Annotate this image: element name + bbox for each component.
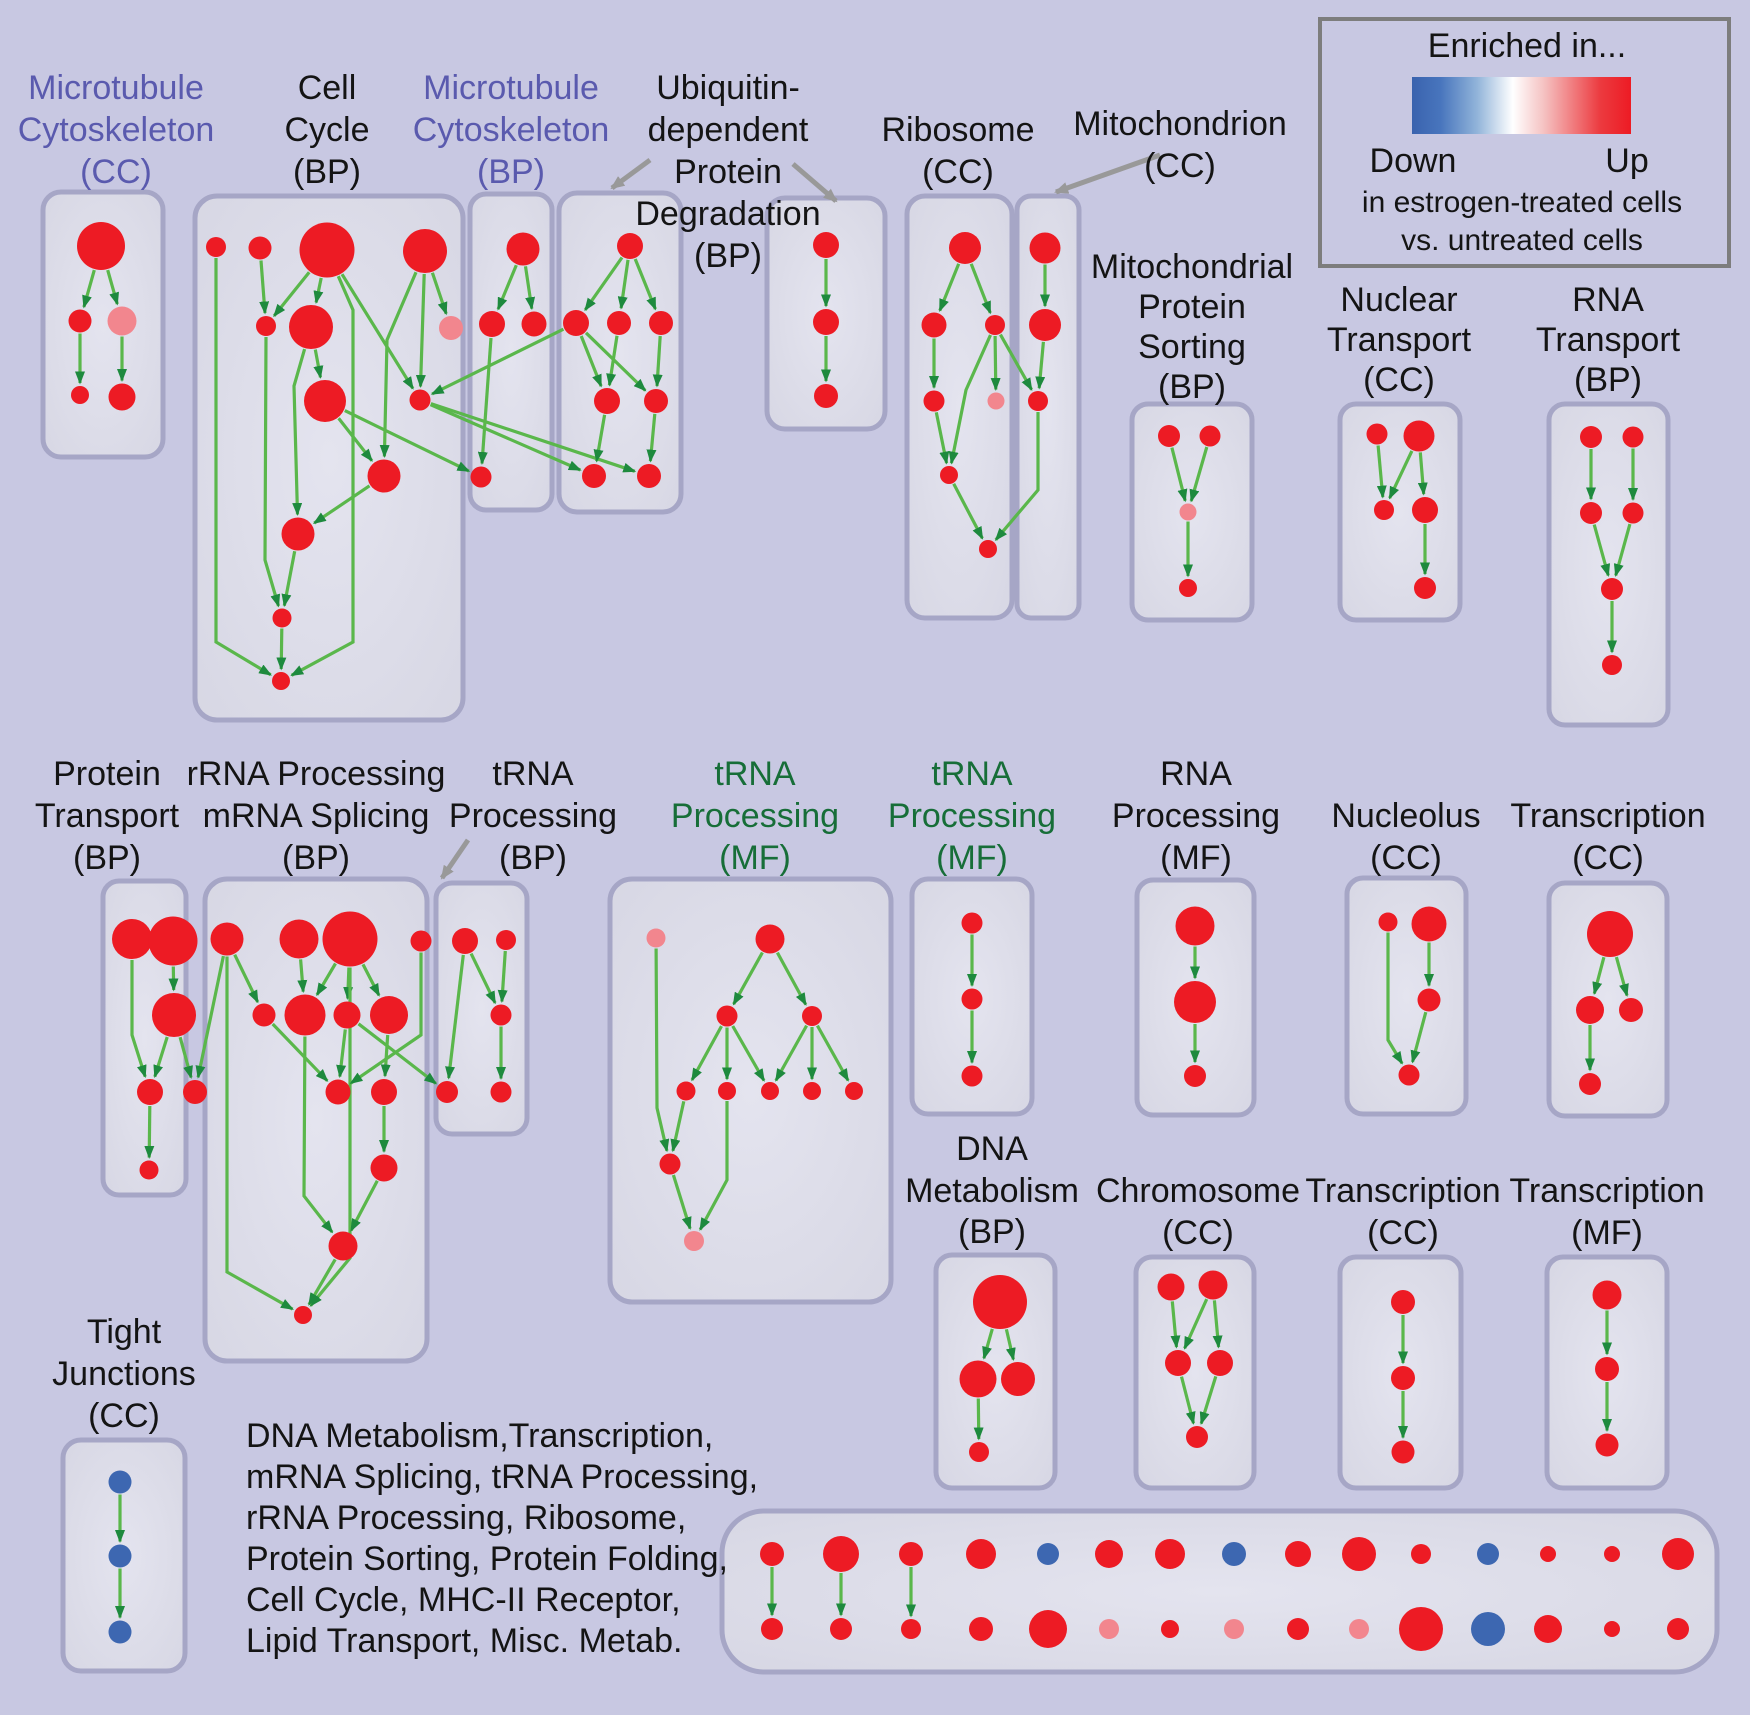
svg-text:Cell: Cell [298, 69, 357, 107]
svg-text:(BP): (BP) [1158, 368, 1226, 406]
svg-text:Chromosome: Chromosome [1096, 1172, 1300, 1210]
svg-text:(CC): (CC) [1363, 361, 1435, 399]
svg-text:Protein Sorting, Protein Foldi: Protein Sorting, Protein Folding, [246, 1540, 728, 1578]
svg-text:Processing: Processing [888, 797, 1056, 835]
svg-text:Protein: Protein [1138, 288, 1246, 326]
svg-text:Ribosome: Ribosome [881, 111, 1034, 149]
svg-text:Transcription: Transcription [1509, 1172, 1704, 1210]
svg-text:RNA: RNA [1572, 281, 1644, 319]
svg-text:rRNA Processing: rRNA Processing [187, 755, 446, 793]
svg-text:tRNA: tRNA [492, 755, 574, 793]
svg-text:Junctions: Junctions [52, 1355, 196, 1393]
svg-text:RNA: RNA [1160, 755, 1232, 793]
svg-text:Degradation: Degradation [635, 195, 820, 233]
svg-text:(BP): (BP) [282, 839, 350, 877]
svg-text:Transcription: Transcription [1510, 797, 1705, 835]
svg-text:(BP): (BP) [694, 237, 762, 275]
svg-text:Cytoskeleton: Cytoskeleton [18, 111, 215, 149]
svg-text:(BP): (BP) [958, 1213, 1026, 1251]
svg-text:(CC): (CC) [1367, 1214, 1439, 1252]
svg-text:tRNA: tRNA [931, 755, 1013, 793]
svg-text:(CC): (CC) [922, 153, 994, 191]
svg-text:Tight: Tight [87, 1313, 162, 1351]
svg-text:Transcription: Transcription [1305, 1172, 1500, 1210]
svg-text:(BP): (BP) [293, 153, 361, 191]
svg-text:(CC): (CC) [1162, 1214, 1234, 1252]
svg-text:Cytoskeleton: Cytoskeleton [413, 111, 610, 149]
svg-text:Mitochondrial: Mitochondrial [1091, 248, 1293, 286]
svg-text:(MF): (MF) [1571, 1214, 1643, 1252]
svg-text:(CC): (CC) [88, 1397, 160, 1435]
svg-text:(MF): (MF) [719, 839, 791, 877]
svg-text:Mitochondrion: Mitochondrion [1073, 105, 1287, 143]
svg-text:Transport: Transport [1327, 321, 1472, 359]
svg-text:Up: Up [1605, 142, 1648, 180]
svg-text:(BP): (BP) [499, 839, 567, 877]
svg-text:Metabolism: Metabolism [905, 1172, 1079, 1210]
svg-text:(CC): (CC) [80, 153, 152, 191]
svg-text:Down: Down [1370, 142, 1457, 180]
svg-text:DNA: DNA [956, 1130, 1028, 1168]
svg-text:dependent: dependent [648, 111, 809, 149]
svg-text:in estrogen-treated cells: in estrogen-treated cells [1362, 186, 1682, 219]
svg-text:(BP): (BP) [73, 839, 141, 877]
svg-text:(BP): (BP) [1574, 361, 1642, 399]
svg-text:(CC): (CC) [1572, 839, 1644, 877]
svg-text:tRNA: tRNA [714, 755, 796, 793]
svg-text:DNA Metabolism,Transcription,: DNA Metabolism,Transcription, [246, 1417, 713, 1455]
svg-text:Processing: Processing [1112, 797, 1280, 835]
svg-text:Cycle: Cycle [284, 111, 369, 149]
svg-text:mRNA Splicing, tRNA Processing: mRNA Splicing, tRNA Processing, [246, 1458, 758, 1496]
svg-text:Microtubule: Microtubule [423, 69, 599, 107]
svg-text:Transport: Transport [35, 797, 180, 835]
svg-text:vs. untreated cells: vs. untreated cells [1401, 224, 1643, 257]
svg-text:Cell Cycle, MHC-II Receptor,: Cell Cycle, MHC-II Receptor, [246, 1581, 681, 1619]
svg-text:Lipid Transport, Misc. Metab.: Lipid Transport, Misc. Metab. [246, 1622, 683, 1660]
svg-text:Processing: Processing [671, 797, 839, 835]
svg-text:Nuclear: Nuclear [1340, 281, 1457, 319]
svg-text:Ubiquitin-: Ubiquitin- [656, 69, 800, 107]
svg-text:Nucleolus: Nucleolus [1331, 797, 1480, 835]
svg-text:(MF): (MF) [936, 839, 1008, 877]
svg-text:Enriched in...: Enriched in... [1428, 27, 1626, 65]
svg-text:Sorting: Sorting [1138, 328, 1246, 366]
svg-text:(CC): (CC) [1144, 147, 1216, 185]
svg-text:(CC): (CC) [1370, 839, 1442, 877]
svg-text:Processing: Processing [449, 797, 617, 835]
svg-text:(BP): (BP) [477, 153, 545, 191]
svg-text:Microtubule: Microtubule [28, 69, 204, 107]
svg-text:(MF): (MF) [1160, 839, 1232, 877]
svg-text:Transport: Transport [1536, 321, 1681, 359]
svg-text:rRNA Processing, Ribosome,: rRNA Processing, Ribosome, [246, 1499, 686, 1537]
svg-text:mRNA Splicing: mRNA Splicing [203, 797, 430, 835]
svg-text:Protein: Protein [674, 153, 782, 191]
svg-text:Protein: Protein [53, 755, 161, 793]
